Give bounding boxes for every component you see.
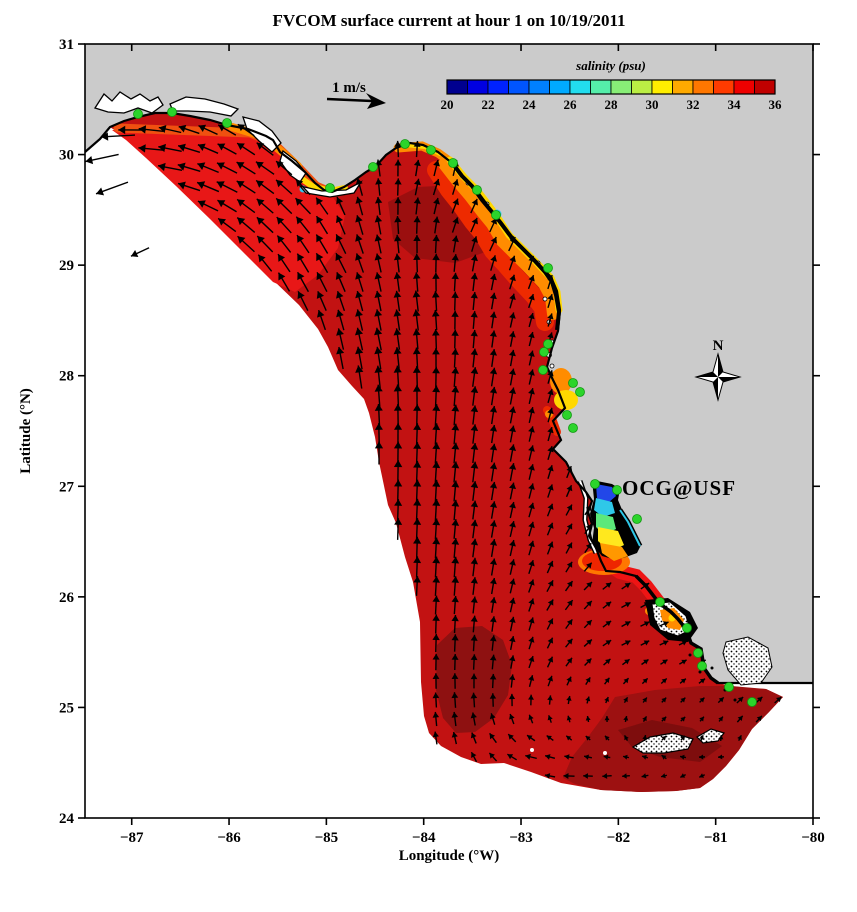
- withlacoochee-yellow: [554, 390, 578, 410]
- station-dot: [539, 366, 548, 375]
- colorbar-segment: [468, 80, 489, 94]
- colorbar-segment: [632, 80, 653, 94]
- station-dot: [656, 598, 665, 607]
- small-island-dot1: [530, 748, 534, 752]
- y-axis-label: Latitude (°N): [18, 388, 34, 474]
- y-tick-label: 28: [59, 369, 74, 385]
- station-dot: [683, 624, 692, 633]
- colorbar-label: salinity (psu): [575, 58, 646, 73]
- station-dot: [576, 388, 585, 397]
- station-dot: [369, 163, 378, 172]
- colorbar-segment: [509, 80, 530, 94]
- colorbar-tick-label: 22: [482, 97, 495, 112]
- station-dot: [134, 110, 143, 119]
- colorbar-segment: [693, 80, 714, 94]
- station-dot: [540, 348, 549, 357]
- station-dot: [544, 264, 553, 273]
- station-dot: [326, 184, 335, 193]
- station-dot: [427, 146, 436, 155]
- station-dot: [694, 649, 703, 658]
- y-tick-label: 27: [59, 479, 75, 495]
- colorbar-segment: [529, 80, 550, 94]
- colorbar-segment: [591, 80, 612, 94]
- colorbar-tick-label: 36: [769, 97, 783, 112]
- x-axis-label: Longitude (°W): [399, 848, 500, 864]
- y-tick-label: 29: [59, 258, 74, 274]
- station-dot: [698, 662, 707, 671]
- station-dot: [633, 515, 642, 524]
- compass-north-label: N: [713, 338, 724, 354]
- station-dot: [591, 480, 600, 489]
- x-tick-label: −83: [509, 830, 533, 846]
- colorbar-segment: [714, 80, 735, 94]
- station-dot: [613, 486, 622, 495]
- station-dot: [473, 186, 482, 195]
- colorbar-tick-label: 28: [605, 97, 619, 112]
- x-tick-label: −87: [120, 830, 144, 846]
- station-dot: [492, 211, 501, 220]
- colorbar-segment: [550, 80, 571, 94]
- small-island-dot2: [603, 751, 607, 755]
- y-tick-label: 24: [59, 811, 75, 827]
- colorbar-tick-label: 24: [523, 97, 537, 112]
- y-tick-label: 31: [59, 37, 74, 53]
- colorbar-segment: [488, 80, 509, 94]
- station-dot: [563, 411, 572, 420]
- x-tick-label: −82: [607, 830, 631, 846]
- station-dot: [401, 140, 410, 149]
- colorbar-segment: [570, 80, 591, 94]
- x-tick-label: −85: [315, 830, 339, 846]
- station-dot: [748, 698, 757, 707]
- y-tick-label: 25: [59, 700, 74, 716]
- y-tick-label: 30: [59, 148, 74, 164]
- colorbar-tick-label: 32: [687, 97, 700, 112]
- colorbar-segment: [755, 80, 776, 94]
- colorbar-segment: [652, 80, 673, 94]
- x-tick-label: −80: [801, 830, 825, 846]
- x-tick-label: −86: [217, 830, 241, 846]
- y-tick-label: 26: [59, 590, 75, 606]
- station-dot: [449, 159, 458, 168]
- colorbar-tick-label: 34: [728, 97, 742, 112]
- station-dot: [544, 340, 553, 349]
- station-dot: [569, 424, 578, 433]
- x-tick-label: −84: [412, 830, 436, 846]
- colorbar-tick-label: 26: [564, 97, 578, 112]
- colorbar-segment: [734, 80, 755, 94]
- colorbar-tick-label: 20: [441, 97, 454, 112]
- figure-title: FVCOM surface current at hour 1 on 10/19…: [272, 11, 625, 30]
- station-dot: [168, 108, 177, 117]
- station-dot: [569, 379, 578, 388]
- station-dot: [223, 119, 232, 128]
- velocity-scale-label: 1 m/s: [332, 80, 366, 96]
- colorbar-segment: [611, 80, 632, 94]
- colorbar-segment: [447, 80, 468, 94]
- x-tick-label: −81: [704, 830, 728, 846]
- ocg-usf-annotation: OCG@USF: [622, 476, 736, 500]
- colorbar-segment: [673, 80, 694, 94]
- station-dot: [725, 683, 734, 692]
- colorbar-tick-label: 30: [646, 97, 659, 112]
